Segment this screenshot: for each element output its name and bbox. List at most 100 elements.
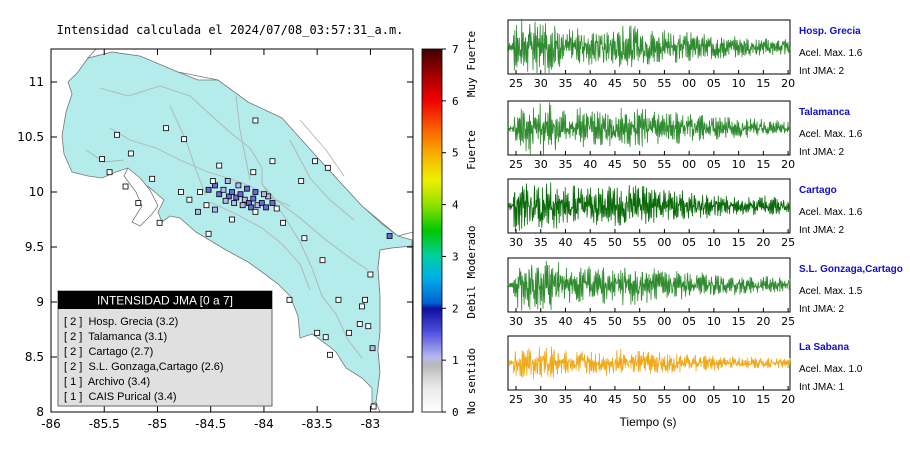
- map-y-tick-label: 8.5: [25, 350, 44, 364]
- station-marker: [235, 182, 242, 189]
- map-x-tick-label: -84: [254, 417, 274, 431]
- colorbar-label-debil: Debil: [465, 285, 478, 318]
- waveform-x-tick-label: 15: [756, 393, 770, 406]
- waveform-x-tick-label: 35: [534, 315, 548, 328]
- waveform-int-label: Int JMA: 1: [799, 382, 844, 393]
- waveform-x-tick-label: 05: [707, 393, 721, 406]
- waveform-x-tick-label: 30: [509, 236, 523, 249]
- waveform-x-tick-label: 55: [633, 315, 647, 328]
- station-marker: [269, 158, 276, 165]
- station-marker: [127, 150, 134, 157]
- panel-item: [ 2 ] Cartago (2.7): [64, 346, 153, 358]
- waveform-x-tick-label: 05: [682, 315, 696, 328]
- waveform-x-tick-label: 45: [583, 315, 597, 328]
- station-marker: [298, 178, 305, 184]
- station-marker: [216, 191, 223, 198]
- waveform-panel: 30 35 40 45 50 55 00 05 10 15 20 25 Cartago Acel. Max…: [507, 178, 863, 249]
- panel-item: [ 1 ] CAIS Purical (3.4): [64, 391, 176, 403]
- roads: [85, 85, 369, 359]
- station-marker: [319, 257, 326, 264]
- colorbar-tick-label: 7: [452, 43, 459, 56]
- station-marker: [177, 189, 184, 195]
- station-marker: [327, 351, 333, 358]
- waveform-x-tick-label: 20: [781, 77, 795, 90]
- waveform-int-label: Int JMA: 2: [799, 225, 844, 236]
- waveform-x-tick-label: 20: [781, 393, 795, 406]
- station-marker: [114, 131, 120, 138]
- waveform-station-name: La Sabana: [799, 342, 849, 353]
- waveform-x-tick-label: 30: [534, 77, 548, 90]
- map-x-tick-label: -86: [41, 417, 61, 431]
- waveform-x-tick-label: 40: [583, 77, 597, 90]
- waveform-int-label: Int JMA: 2: [799, 66, 844, 77]
- waveform-trace: [507, 346, 791, 380]
- station-marker: [367, 271, 374, 278]
- colorbar-tick-label: 0: [452, 406, 459, 419]
- waveform-x-tick-label: 20: [756, 315, 770, 328]
- panel-header: [58, 291, 272, 309]
- time-axis-label: Tiempo (s): [620, 415, 677, 429]
- waveform-station-name: S.L. Gonzaga,Cartago: [799, 264, 903, 275]
- station-marker: [195, 208, 201, 215]
- map-y-tick-label: 10.5: [17, 130, 44, 144]
- waveform-accel-label: Acel. Max. 1.5: [799, 286, 863, 297]
- waveform-x-tick-label: 05: [707, 158, 721, 171]
- waveform-x-tick-label: 00: [657, 236, 671, 249]
- station-marker: [106, 169, 113, 176]
- waveform-x-tick-label: 35: [558, 158, 572, 171]
- map-y-tick-label: 10: [29, 185, 44, 199]
- station-marker: [135, 200, 142, 206]
- station-marker: [250, 169, 257, 176]
- waveform-station-name: Talamanca: [799, 107, 850, 118]
- colorbar-labels: No sentido Debil Moderado Fuerte Muy Fue…: [465, 31, 478, 414]
- station-marker: [163, 125, 169, 132]
- station-marker: [252, 208, 259, 215]
- station-marker: [369, 345, 376, 352]
- waveform-accel-label: Acel. Max. 1.6: [799, 207, 863, 218]
- station-marker: [237, 191, 244, 198]
- station-marker: [209, 178, 216, 184]
- panel-background: [57, 290, 273, 407]
- waveform-x-tick-label: 45: [608, 77, 622, 90]
- colorbar-tick-label: 1: [452, 354, 459, 367]
- waveform-x-tick-label: 25: [509, 158, 523, 171]
- station-marker: [197, 189, 203, 195]
- waveform-x-tick-label: 25: [781, 315, 795, 328]
- waveform-x-tick-label: 50: [633, 393, 647, 406]
- map-y-tick-label: 11: [29, 75, 44, 89]
- station-marker: [263, 204, 269, 211]
- station-marker: [229, 216, 235, 223]
- station-marker: [244, 185, 250, 192]
- station-marker: [324, 164, 331, 171]
- waveform-x-tick-label: 10: [732, 77, 746, 90]
- map-title: Intensidad calculada el 2024/07/08_03:57…: [57, 23, 404, 37]
- station-marker: [370, 403, 377, 410]
- colorbar-label-muy-fuerte: Muy Fuerte: [465, 31, 478, 97]
- station-marker: [346, 329, 353, 336]
- station-marker: [356, 321, 363, 327]
- station-marker: [99, 156, 106, 162]
- colorbar-label-moderado: Moderado: [465, 226, 478, 279]
- station-marker: [231, 200, 238, 206]
- station-marker: [149, 175, 156, 182]
- waveform-x-tick-label: 30: [509, 315, 523, 328]
- map-x-tick-label: -85: [148, 417, 168, 431]
- waveform-x-tick-label: 35: [534, 236, 548, 249]
- waveform-station-name: Cartago: [799, 185, 837, 196]
- waveform-x-tick-label: 55: [657, 393, 671, 406]
- nicaragua-land: [86, 49, 413, 237]
- station-marker: [224, 178, 231, 184]
- station-marker: [362, 296, 368, 303]
- waveform-x-tick-label: 40: [583, 393, 597, 406]
- station-marker: [122, 183, 129, 190]
- waveform-x-tick-label: 50: [608, 236, 622, 249]
- station-marker: [205, 230, 212, 237]
- station-marker: [241, 196, 248, 203]
- station-marker: [248, 204, 255, 211]
- station-marker: [269, 200, 276, 206]
- station-marker: [233, 194, 240, 201]
- colorbar-tick-label: 3: [452, 250, 459, 263]
- panel-item: [ 2 ] S.L. Gonzaga,Cartago (2.6): [64, 361, 224, 373]
- station-marker: [203, 202, 210, 209]
